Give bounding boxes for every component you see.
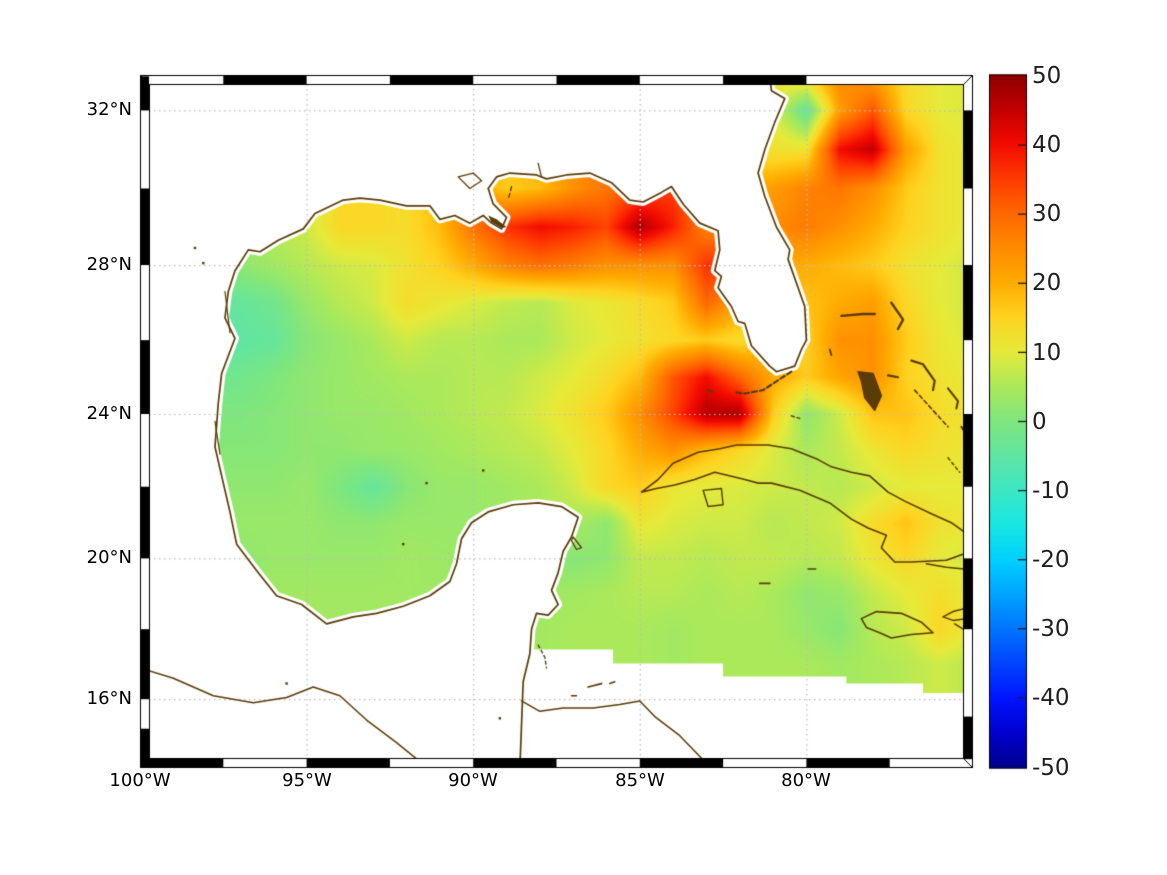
lat-tick-label-32n: 32°N: [86, 99, 132, 120]
colorbar-tick-label-m10: -10: [1032, 478, 1070, 504]
lon-tick-label-90w: 90°W: [448, 770, 498, 791]
colorbar-tick-label-20: 20: [1032, 270, 1062, 296]
colorbar-tick-label-m40: -40: [1032, 685, 1070, 711]
colorbar-tick-label-m50: -50: [1032, 755, 1070, 781]
lat-tick-label-28n: 28°N: [86, 254, 132, 275]
colorbar-tick-label-10: 10: [1032, 340, 1062, 366]
colorbar-tick-label-m20: -20: [1032, 547, 1070, 573]
colorbar-tick-label-40: 40: [1032, 132, 1062, 158]
lon-tick-label-85w: 85°W: [615, 770, 665, 791]
colorbar-tick-label-30: 30: [1032, 201, 1062, 227]
lon-tick-label-95w: 95°W: [282, 770, 332, 791]
colorbar-tick-label-0: 0: [1032, 409, 1047, 435]
colorbar-tick-label-m30: -30: [1032, 616, 1070, 642]
lat-tick-label-16n: 16°N: [86, 688, 132, 709]
lon-tick-label-80w: 80°W: [781, 770, 831, 791]
lat-tick-label-24n: 24°N: [86, 403, 132, 424]
colorbar-tick-label-50: 50: [1032, 63, 1062, 89]
lon-tick-label-100w: 100°W: [109, 770, 171, 791]
lat-tick-label-20n: 20°N: [86, 547, 132, 568]
